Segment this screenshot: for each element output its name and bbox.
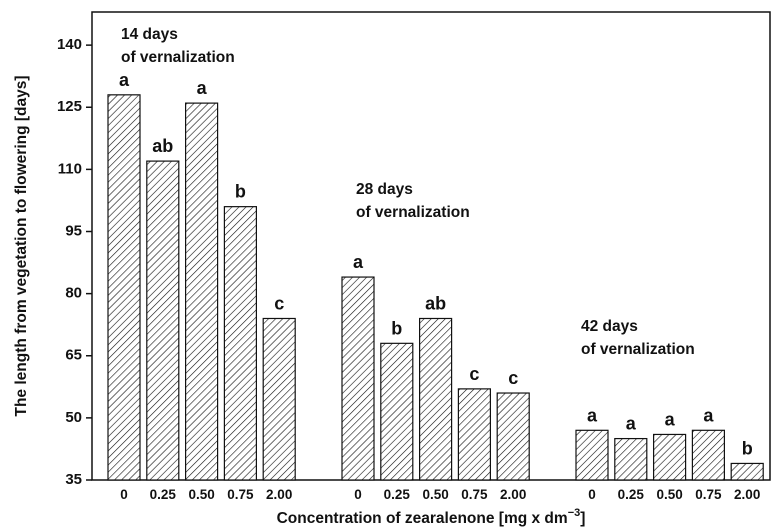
x-axis-title-superscript: −3 xyxy=(568,507,581,519)
bar xyxy=(185,102,219,481)
group-label-line1: 14 days xyxy=(121,26,178,43)
bar xyxy=(107,94,141,481)
y-tick-label: 140 xyxy=(57,36,82,53)
x-tick-label: 0.75 xyxy=(461,487,488,502)
significance-label: c xyxy=(274,293,284,313)
group-label-line1: 42 days xyxy=(581,318,638,335)
significance-label: c xyxy=(469,364,479,384)
y-tick-label: 110 xyxy=(58,160,82,177)
significance-label: ab xyxy=(152,136,173,156)
y-tick-label: 65 xyxy=(65,347,82,364)
significance-label: a xyxy=(197,78,208,98)
x-tick-label: 0 xyxy=(588,487,596,502)
significance-label: a xyxy=(587,405,598,425)
x-tick-label: 0.75 xyxy=(227,487,254,502)
bar xyxy=(457,388,491,481)
y-tick-label: 80 xyxy=(65,285,82,302)
significance-label: a xyxy=(119,70,130,90)
x-axis-title-main: Concentration of zearalenone [mg x dm xyxy=(277,510,568,527)
x-tick-label: 0.25 xyxy=(618,487,645,502)
y-axis-ticks: 35 50 65 80 95 110 125 140 xyxy=(57,36,92,488)
y-tick-label: 35 xyxy=(65,471,82,488)
bars: a0ab0.25a0.50b0.75c2.00a0b0.25ab0.50c0.7… xyxy=(107,70,764,502)
bar xyxy=(223,206,257,481)
x-tick-label: 0.50 xyxy=(656,487,682,502)
bar xyxy=(262,317,296,481)
x-axis-title-end: ] xyxy=(580,510,585,527)
x-tick-label: 2.00 xyxy=(734,487,760,502)
significance-label: b xyxy=(391,318,402,338)
x-axis-title: Concentration of zearalenone [mg x dm−3] xyxy=(277,507,586,527)
bar xyxy=(380,342,414,481)
x-tick-label: 0.50 xyxy=(422,487,448,502)
x-tick-label: 0.50 xyxy=(188,487,214,502)
y-tick-label: 50 xyxy=(65,409,82,426)
group-label-line2: of vernalization xyxy=(356,204,470,221)
bar xyxy=(652,433,687,481)
bar xyxy=(614,437,648,481)
bar xyxy=(496,392,530,481)
y-tick-label: 125 xyxy=(57,98,82,115)
significance-label: a xyxy=(353,252,364,272)
bar xyxy=(691,429,726,481)
bar xyxy=(730,462,764,481)
bar xyxy=(341,276,375,481)
significance-label: a xyxy=(665,409,676,429)
x-tick-label: 2.00 xyxy=(500,487,526,502)
bar xyxy=(575,429,609,481)
bar xyxy=(419,317,453,481)
x-tick-label: 0.25 xyxy=(150,487,177,502)
x-tick-label: 0.75 xyxy=(695,487,722,502)
x-tick-label: 0 xyxy=(120,487,128,502)
significance-label: a xyxy=(703,405,714,425)
bar xyxy=(146,160,180,481)
group-label-line2: of vernalization xyxy=(121,49,235,66)
significance-label: c xyxy=(508,368,518,388)
significance-label: b xyxy=(742,438,753,458)
x-tick-label: 0.25 xyxy=(384,487,411,502)
group-label-line2: of vernalization xyxy=(581,341,695,358)
x-tick-label: 0 xyxy=(354,487,362,502)
group-labels: 14 days of vernalization 28 days of vernali… xyxy=(121,26,695,358)
significance-label: ab xyxy=(425,293,446,313)
significance-label: a xyxy=(626,414,637,434)
group-label-line1: 28 days xyxy=(356,181,413,198)
y-tick-label: 95 xyxy=(65,222,82,239)
y-axis-title: The length from vegetation to flowering … xyxy=(13,75,30,416)
x-tick-label: 2.00 xyxy=(266,487,292,502)
significance-label: b xyxy=(235,182,246,202)
